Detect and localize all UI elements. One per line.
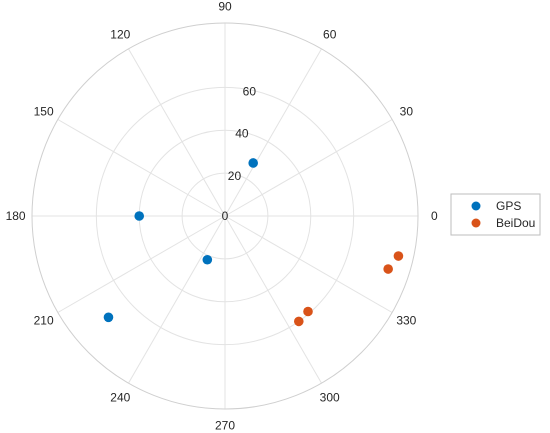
- radius-tick-label-20: 20: [228, 169, 242, 183]
- point-gps-0: [248, 158, 258, 168]
- legend-label-beidou: BeiDou: [496, 216, 535, 230]
- radius-tick-label-40: 40: [235, 127, 249, 141]
- spoke-line-60: [224, 48, 322, 217]
- legend-entry-gps: GPS: [471, 199, 521, 213]
- spoke-line-150: [57, 119, 226, 217]
- angle-tick-label-270: 270: [215, 418, 235, 432]
- spoke-line-330: [224, 215, 393, 313]
- polar-tick-labels: 0 30 60 90 120 150 180 210 240 270 300 330 0 20 40 60: [6, 0, 438, 432]
- spoke-line-210: [57, 215, 226, 313]
- legend-marker-beidou: [471, 218, 481, 228]
- angle-tick-label-60: 60: [323, 28, 337, 42]
- outer-ring: [31, 22, 419, 410]
- spoke-line-30: [224, 119, 393, 217]
- angle-tick-label-330: 330: [396, 314, 416, 328]
- radius-tick-label-0: 0: [222, 209, 229, 223]
- angle-tick-label-150: 150: [34, 104, 54, 118]
- angle-tick-label-90: 90: [218, 0, 232, 14]
- point-gps-1: [134, 211, 145, 221]
- legend-label-gps: GPS: [496, 199, 521, 213]
- point-beidou-1: [383, 264, 393, 274]
- point-gps-3: [103, 312, 114, 323]
- legend-entry-beidou: BeiDou: [471, 216, 535, 230]
- spoke-line-120: [128, 48, 226, 217]
- angle-tick-label-180: 180: [6, 209, 26, 223]
- radius-ring-60: [95, 86, 355, 346]
- angle-tick-label-300: 300: [320, 390, 340, 404]
- angle-tick-label-210: 210: [34, 314, 54, 328]
- radius-tick-label-60: 60: [243, 84, 257, 98]
- angle-tick-label-30: 30: [400, 104, 414, 118]
- legend-marker-gps: [471, 201, 481, 211]
- spoke-line-300: [224, 215, 322, 384]
- angle-tick-label-120: 120: [110, 28, 130, 42]
- point-beidou-3: [294, 316, 304, 327]
- angle-tick-label-240: 240: [110, 390, 130, 404]
- point-gps-2: [202, 254, 213, 265]
- spoke-line-240: [128, 215, 226, 384]
- point-beidou-2: [303, 306, 313, 317]
- legend-box: [450, 193, 541, 236]
- data-points: [103, 158, 404, 327]
- legend: GPS BeiDou: [450, 193, 541, 236]
- radius-ring-20: [181, 172, 269, 260]
- point-beidou-0: [393, 251, 404, 261]
- angle-tick-label-0: 0: [431, 209, 438, 223]
